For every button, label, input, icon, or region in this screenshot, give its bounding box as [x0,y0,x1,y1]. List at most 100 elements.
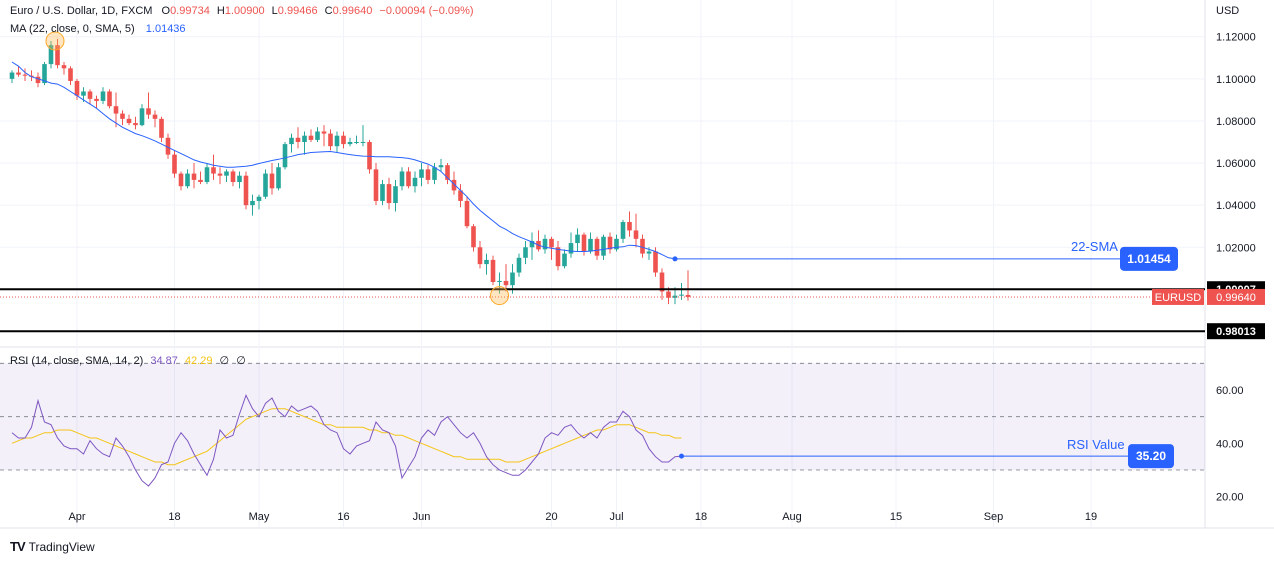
candle-body [230,171,236,182]
rsi-sma-line [11,408,682,466]
candle-body [471,226,476,248]
tradingview-brand[interactable]: TV TradingView [10,539,95,554]
candle-body [172,154,177,174]
time-tick-label: Jun [413,511,431,523]
level-tag-value: 0.98013 [1216,326,1256,338]
candle-body [237,175,242,182]
candle-body [354,142,359,143]
candle-body [217,173,223,176]
time-tick-label: Apr [68,511,85,523]
candle-body [490,259,496,282]
candle-body [146,108,151,115]
candle-body [555,247,561,267]
candles [9,38,691,305]
time-tick-label: 18 [168,511,180,523]
candle-body [601,236,606,256]
candle-body [126,118,132,124]
candle-body [367,142,372,170]
candle-body [308,135,314,140]
candle-body [633,230,639,239]
candle-body [204,167,210,182]
candle-body [198,179,203,182]
candle-body [16,72,21,75]
candle-body [321,131,327,134]
candle-body [568,243,574,254]
rsi-guides [0,362,1205,471]
candle-body [464,200,470,227]
candle-body [191,173,197,180]
candle-body [516,257,522,273]
ohlc-low: L0.99466 [271,5,318,17]
time-tick-label: 15 [890,511,902,523]
time-tick-label: 20 [545,511,557,523]
rsi-callout-box [1128,444,1174,469]
candle-body [269,173,275,189]
candle-body [419,169,424,178]
ma-legend-value: 1.01436 [145,23,186,35]
candle-body [120,113,125,119]
candle-body [653,251,658,273]
candle-body [432,167,437,180]
candle-body [523,247,528,258]
candle-body [594,238,600,256]
rsi-legend-extra-2: ∅ [236,355,246,367]
candle-body [425,169,431,180]
rsi-tick-label: 40.00 [1216,438,1244,450]
candle-body [562,253,567,267]
candle-body [477,247,483,265]
candle-body [35,76,41,84]
currency-label: USD [1216,5,1240,17]
candle-body [497,280,502,282]
price-tick-label: 1.06000 [1216,158,1256,170]
candle-body [159,118,164,138]
sma-callout-dot [672,256,678,262]
chart-header: Euro / U.S. Dollar, 1D, FXCM O0.99734 H1… [10,5,474,17]
ma-legend[interactable]: MA (22, close, 0, SMA, 5) 1.01436 [10,23,186,35]
candle-body [55,45,60,66]
ohlc-close: C0.99640 [324,5,373,17]
candle-body [620,222,626,239]
candle-body [81,91,86,96]
rsi-callout-value: 35.20 [1136,449,1166,463]
rsi-callout-label: RSI Value [1067,437,1125,452]
rsi-legend-label: RSI (14, close, SMA, 14, 2) [10,355,144,367]
high-highlight-circle [45,31,65,51]
symbol-title[interactable]: Euro / U.S. Dollar, 1D, FXCM [10,5,153,17]
candle-body [588,238,593,252]
brand-name: TradingView [28,539,95,554]
sma-callout-label: 22-SMA [1071,239,1118,254]
time-tick-label: May [249,511,270,523]
ohlc-change: −0.00094 (−0.09%) [379,5,474,17]
candle-body [328,133,333,147]
candle-body [211,167,216,174]
candle-body [666,291,671,298]
candle-body [503,280,509,286]
candle-body [42,64,47,84]
candle-body [549,238,554,248]
rsi-legend-value: 34.87 [150,355,178,367]
rsi-legend[interactable]: RSI (14, close, SMA, 14, 2) 34.87 42.29 … [10,354,246,367]
candle-body [250,200,255,206]
price-tick-label: 1.10000 [1216,74,1256,86]
candle-body [9,72,15,79]
price-tick-label: 1.08000 [1216,116,1256,128]
candle-body [22,74,28,76]
low-highlight-circle [490,286,509,306]
candle-body [685,294,691,297]
time-tick-label: Jul [609,511,623,523]
ohlc-high: H1.00900 [216,5,265,17]
candle-body [224,171,229,176]
rsi-legend-sma-value: 42.29 [184,355,213,367]
candle-body [581,234,587,252]
candle-body [445,165,450,180]
candle-body [152,114,158,119]
symbol-tag-bg [1152,288,1204,305]
candle-body [48,45,54,65]
candle-body [165,137,171,155]
candle-body [575,234,580,244]
ohlc-open: O0.99734 [161,5,210,17]
candle-body [360,142,366,143]
time-tick-label: 16 [337,511,349,523]
